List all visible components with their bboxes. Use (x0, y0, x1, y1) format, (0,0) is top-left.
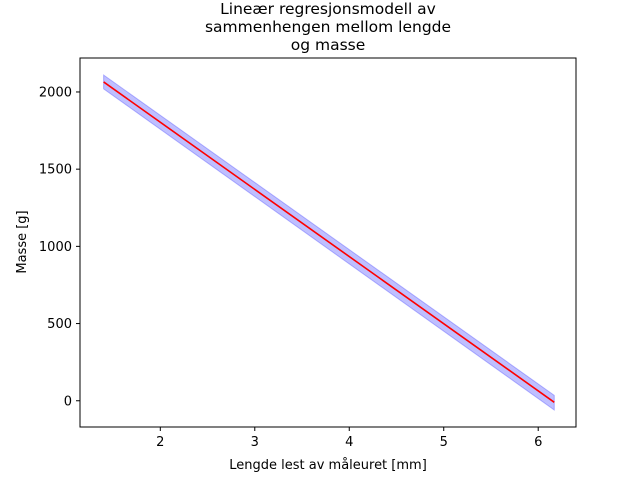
y-tick-label: 1500 (39, 163, 72, 178)
x-tick-label: 6 (534, 435, 542, 450)
x-tick-label: 4 (345, 435, 353, 450)
y-tick-label: 500 (47, 317, 72, 332)
chart-title: Lineær regresjonsmodell av sammenhengen … (205, 0, 451, 54)
plot-area (103, 74, 555, 411)
axes-frame (79, 57, 577, 428)
chart-title-line: Lineær regresjonsmodell av (220, 0, 436, 18)
y-axis: 0 500 1000 1500 2000 (39, 85, 80, 409)
x-tick-label: 2 (156, 435, 164, 450)
y-tick-label: 0 (64, 394, 72, 409)
x-axis-label: Lengde lest av måleuret [mm] (229, 458, 427, 473)
x-tick-label: 3 (251, 435, 259, 450)
y-tick-label: 2000 (39, 85, 72, 100)
x-tick-label: 5 (440, 435, 448, 450)
x-axis: 2 3 4 5 6 (156, 427, 542, 450)
regression-line (103, 81, 555, 403)
chart-title-line: og masse (291, 36, 366, 54)
y-axis-label: Masse [g] (15, 210, 30, 273)
chart-title-line: sammenhengen mellom lengde (205, 18, 451, 36)
y-tick-label: 1000 (39, 240, 72, 255)
